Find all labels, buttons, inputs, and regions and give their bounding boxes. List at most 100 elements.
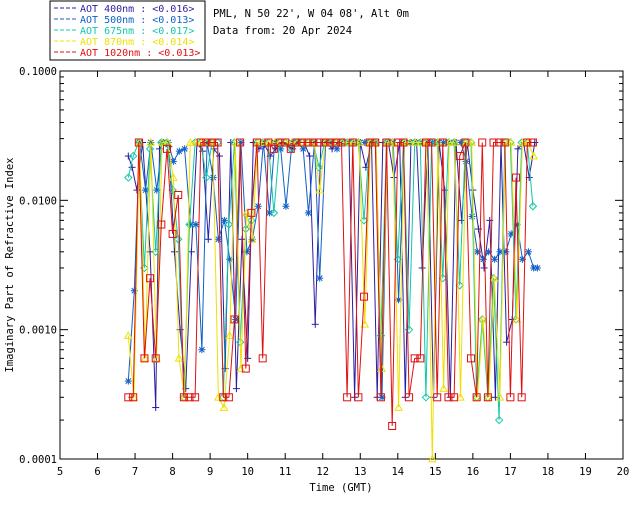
data-point	[456, 392, 465, 401]
legend: AOT 400nm : <0.016>AOT 500nm : <0.013>AO…	[49, 0, 206, 61]
x-tick-label: 9	[207, 466, 213, 478]
x-tick-label: 8	[169, 466, 175, 478]
data-point	[269, 208, 279, 218]
axis-ticks: 5 6 7 8 9 10 11 12 13 14 15 16 17 18 19 20 0.1000 0.0100 0…	[19, 66, 629, 478]
data-point	[349, 137, 358, 146]
data-point	[123, 331, 133, 339]
data-point	[181, 145, 189, 153]
y-tick-label: 0.0100	[19, 195, 57, 207]
data-point	[444, 137, 454, 146]
data-point	[232, 385, 240, 393]
x-axis-title: Time (GMT)	[309, 482, 372, 494]
data-point	[140, 353, 150, 362]
y-axis-title: Imaginary Part of Refractive Index	[4, 158, 16, 373]
data-point	[316, 274, 324, 282]
data-point	[479, 255, 487, 263]
data-point	[214, 235, 222, 243]
legend-label: AOT 400nm : <0.016>	[80, 4, 194, 15]
x-tick-label: 15	[429, 466, 442, 478]
data-point	[128, 151, 138, 161]
data-point	[169, 173, 178, 181]
data-point	[517, 393, 526, 402]
data-point	[483, 393, 492, 402]
data-point	[168, 229, 177, 238]
data-point	[478, 314, 488, 323]
data-point	[202, 138, 211, 147]
data-point	[478, 138, 487, 147]
data-point	[450, 137, 460, 146]
data-point	[474, 225, 482, 233]
data-point	[512, 173, 521, 182]
data-point	[337, 138, 346, 147]
data-point	[128, 163, 136, 171]
data-point	[416, 354, 425, 363]
y-tick-label: 0.0010	[19, 325, 57, 337]
data-point	[472, 393, 481, 402]
legend-label: AOT 1020nm : <0.013>	[80, 48, 200, 59]
series-layer	[123, 137, 541, 463]
data-point	[179, 393, 188, 402]
data-point	[348, 138, 357, 147]
data-point	[382, 137, 392, 146]
data-point	[185, 220, 194, 229]
data-point	[433, 393, 442, 402]
data-point	[495, 138, 504, 147]
data-point	[281, 138, 290, 147]
data-point	[124, 377, 132, 385]
data-point	[455, 281, 464, 290]
data-point	[253, 138, 262, 147]
data-point	[133, 186, 141, 194]
data-point	[354, 393, 363, 402]
data-point	[320, 138, 329, 147]
data-point	[124, 152, 132, 160]
data-point	[238, 235, 246, 243]
data-point	[514, 145, 522, 153]
data-point	[439, 384, 448, 392]
data-point	[491, 255, 499, 263]
data-point	[388, 421, 397, 430]
y-tick-label: 0.0001	[19, 454, 57, 466]
data-point	[170, 248, 178, 256]
x-tick-label: 18	[542, 466, 555, 478]
data-point	[124, 393, 133, 402]
data-point	[286, 144, 295, 153]
data-point	[512, 314, 522, 323]
x-tick-label: 6	[94, 466, 100, 478]
data-point	[241, 364, 250, 373]
x-tick-label: 14	[391, 466, 404, 478]
data-point	[343, 393, 352, 402]
data-point	[524, 248, 532, 256]
data-point	[146, 274, 155, 283]
data-point	[393, 138, 402, 147]
data-point	[467, 137, 477, 146]
data-point	[162, 144, 171, 153]
data-point	[371, 138, 380, 147]
data-point	[405, 137, 415, 146]
legend-label: AOT 870nm : <0.014>	[80, 37, 194, 48]
data-point	[461, 137, 471, 146]
data-point	[152, 353, 161, 362]
data-point	[247, 208, 256, 217]
legend-label: AOT 675nm : <0.017>	[80, 26, 194, 37]
x-tick-label: 20	[617, 466, 630, 478]
data-point	[529, 151, 539, 160]
x-tick-label: 10	[241, 466, 254, 478]
data-point	[191, 393, 200, 402]
data-point	[174, 190, 183, 199]
location-text: PML, N 50 22', W 04 08', Alt 0m	[213, 8, 409, 20]
data-point	[354, 137, 364, 146]
x-tick-label: 19	[579, 466, 592, 478]
data-point	[258, 354, 267, 363]
data-point	[174, 235, 183, 244]
x-tick-label: 5	[57, 466, 63, 478]
data-point	[157, 220, 166, 229]
data-point	[282, 202, 290, 210]
series-3	[123, 137, 539, 463]
data-point	[438, 273, 448, 283]
data-point	[219, 393, 228, 402]
data-point	[204, 235, 212, 243]
data-point	[489, 138, 498, 147]
data-point	[496, 248, 504, 256]
data-point	[299, 145, 307, 153]
